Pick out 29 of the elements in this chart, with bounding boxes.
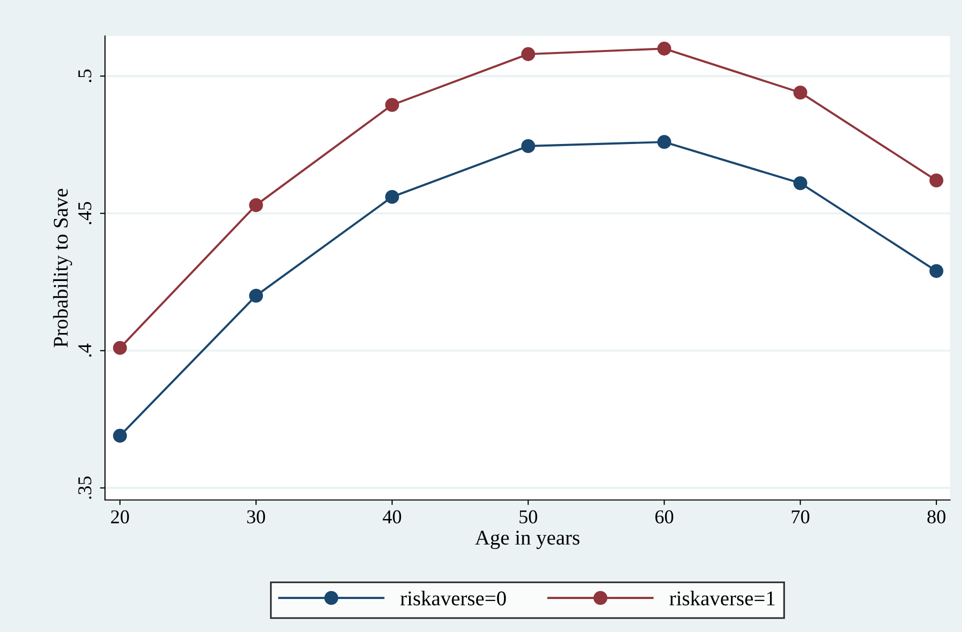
point: [249, 198, 263, 212]
y-tick-label: .5: [78, 70, 92, 82]
y-tick-label: .35: [78, 476, 92, 499]
point: [521, 47, 536, 62]
y-tick-label: .4: [78, 344, 92, 357]
point: [929, 173, 944, 188]
x-tick-label: 30: [247, 510, 266, 524]
point: [385, 98, 400, 112]
y-tick-label: .45: [78, 202, 92, 224]
point: [113, 428, 127, 443]
point: [929, 264, 944, 278]
point: [385, 190, 400, 204]
point: [249, 288, 263, 303]
point: [521, 139, 536, 154]
x-tick-label: 20: [111, 510, 129, 524]
point: [793, 176, 808, 190]
x-tick-label: 80: [927, 510, 946, 524]
y-axis-title: Probability to Save: [53, 188, 72, 348]
legend-label: riskaverse=1: [670, 590, 775, 606]
point: [113, 340, 127, 355]
x-tick-label: 60: [655, 510, 674, 524]
x-tick-label: 70: [792, 510, 810, 524]
x-tick-label: 50: [520, 510, 538, 524]
x-axis-title: Age in years: [475, 530, 580, 550]
point: [657, 42, 672, 56]
point: [657, 135, 672, 149]
point: [793, 86, 808, 100]
x-tick-label: 40: [382, 510, 402, 524]
legend-label: riskaverse=0: [400, 590, 506, 606]
